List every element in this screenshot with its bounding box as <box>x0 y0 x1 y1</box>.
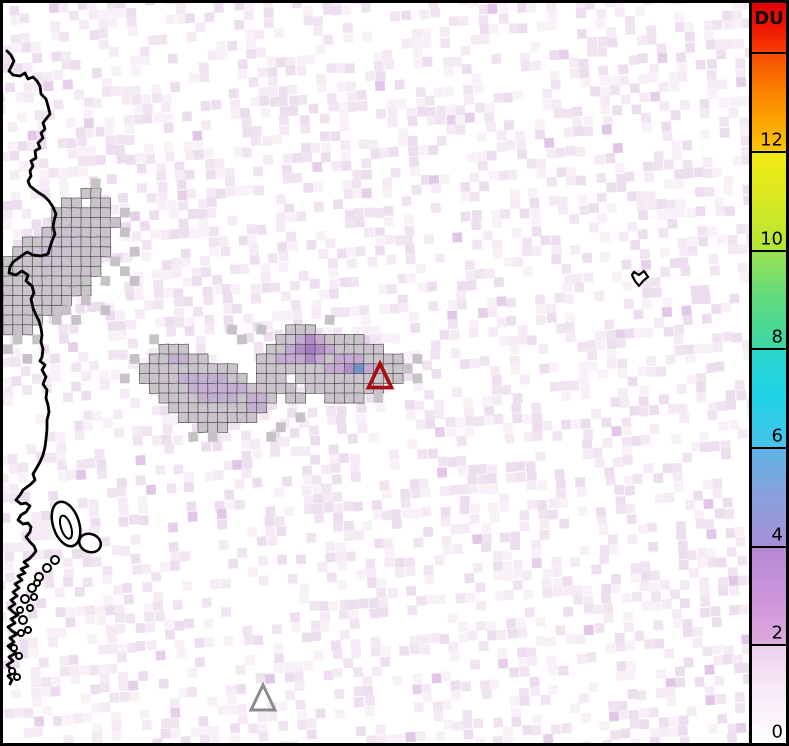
islet <box>8 667 16 675</box>
mainland-coast <box>5 49 58 686</box>
map-panel <box>0 0 750 746</box>
islet <box>20 594 30 604</box>
colorbar-tick-line <box>752 52 786 55</box>
colorbar-tick-line <box>752 249 786 252</box>
islet <box>42 563 52 573</box>
islet <box>18 615 28 625</box>
islet <box>30 593 38 601</box>
markers-layer <box>248 359 395 712</box>
colorbar-tick-line <box>752 348 786 351</box>
islet <box>24 626 32 634</box>
colorbar-tick-label: 4 <box>771 524 783 546</box>
map-canvas <box>3 3 750 743</box>
colorbar-tick-line <box>752 644 786 647</box>
coastline <box>5 49 650 686</box>
cluster-northwest-coast-plume <box>3 178 140 364</box>
islet <box>26 604 34 612</box>
ring-island-lagoon <box>58 514 74 540</box>
islet <box>17 629 25 637</box>
islet <box>27 583 37 593</box>
colorbar: DU 12 10 8 6 4 2 0 <box>749 0 789 746</box>
islet <box>15 652 23 660</box>
colorbar-title: DU <box>754 8 784 29</box>
coastal-island <box>77 532 103 554</box>
offshore-islet <box>630 269 650 288</box>
cluster-central-plume <box>119 314 423 443</box>
volcano-marker-gray <box>248 681 278 712</box>
colorbar-tick-label: 0 <box>771 721 783 743</box>
colorbar-tick-line <box>752 447 786 449</box>
colorbar-tick-label: 6 <box>771 425 783 447</box>
colorbar-tick-label: 12 <box>760 129 783 151</box>
colorbar-tick-line <box>752 151 786 153</box>
colorbar-tick-label: 8 <box>771 327 783 349</box>
islet <box>16 606 24 614</box>
colorbar-tick-label: 2 <box>771 623 783 645</box>
islet <box>10 644 18 652</box>
colorbar-tick-label: 10 <box>760 228 783 250</box>
colorbar-tick-line <box>752 545 786 548</box>
islet <box>13 673 21 681</box>
volcano-marker-red <box>365 359 395 390</box>
islet <box>50 555 60 565</box>
